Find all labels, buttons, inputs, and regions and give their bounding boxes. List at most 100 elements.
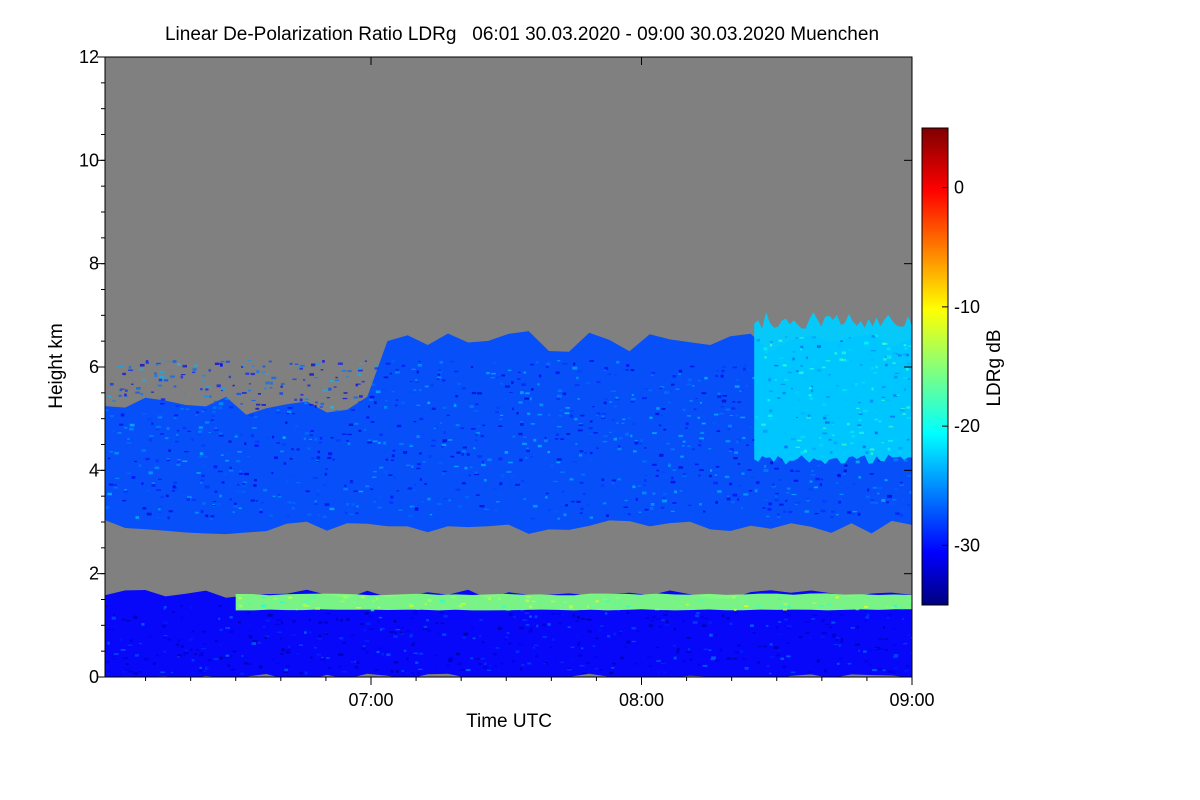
- feature-speckle: [219, 432, 223, 436]
- feature-speckle: [662, 496, 666, 500]
- feature-speckle: [524, 457, 528, 459]
- feature-speckle: [244, 662, 249, 665]
- feature-speckle: [212, 501, 217, 503]
- feature-cirrus-plume: [754, 312, 912, 465]
- feature-speckle: [501, 374, 505, 377]
- feature-speckle: [424, 385, 429, 388]
- feature-speckle: [495, 411, 499, 414]
- feature-speckle: [648, 516, 652, 518]
- feature-speckle: [892, 628, 898, 630]
- feature-speckle: [454, 370, 459, 373]
- feature-speckle: [615, 396, 619, 400]
- feature-speckle: [133, 616, 138, 619]
- feature-speckle: [841, 443, 847, 446]
- feature-speckle: [519, 597, 523, 600]
- feature-speckle: [205, 421, 210, 424]
- feature-speckle: [427, 629, 432, 632]
- feature-speckle: [860, 364, 863, 366]
- feature-speckle: [571, 659, 574, 663]
- feature-speckle: [399, 633, 404, 636]
- feature-speckle: [494, 664, 497, 668]
- y-tick-label: 4: [89, 460, 99, 480]
- feature-speckle: [692, 385, 695, 387]
- feature-speckle: [578, 453, 583, 457]
- feature-speckle: [517, 378, 521, 381]
- feature-speckle: [859, 431, 864, 434]
- feature-speckle: [848, 349, 853, 351]
- feature-speckle: [167, 516, 170, 520]
- feature-speckle: [854, 383, 858, 386]
- feature-speckle: [843, 469, 847, 473]
- feature-speckle: [536, 624, 539, 628]
- feature-speckle: [569, 477, 574, 479]
- feature-speckle: [292, 620, 296, 623]
- feature-speckle: [579, 512, 583, 514]
- feature-speckle: [200, 482, 203, 484]
- feature-speckle: [601, 415, 605, 418]
- feature-speckle: [180, 408, 184, 410]
- feature-speckle: [413, 652, 418, 655]
- feature-speckle: [113, 487, 118, 489]
- feature-speckle: [658, 424, 662, 427]
- feature-speckle: [309, 630, 312, 634]
- feature-speckle: [768, 417, 774, 421]
- feature-speckle: [787, 605, 791, 608]
- feature-speckle: [604, 398, 609, 400]
- feature-speckle: [247, 359, 252, 361]
- feature-speckle: [850, 642, 853, 645]
- feature-speckle: [352, 601, 357, 604]
- feature-speckle: [869, 473, 874, 475]
- feature-speckle: [340, 471, 344, 474]
- feature-speckle: [535, 361, 539, 364]
- feature-speckle: [304, 600, 309, 604]
- feature-speckle: [365, 651, 369, 654]
- feature-speckle: [589, 359, 594, 362]
- feature-speckle: [146, 512, 152, 516]
- feature-speckle: [481, 657, 485, 659]
- feature-speckle: [855, 643, 860, 646]
- feature-speckle: [377, 647, 382, 649]
- feature-speckle: [155, 459, 159, 463]
- feature-speckle: [606, 514, 609, 518]
- feature-speckle: [666, 620, 669, 624]
- feature-speckle: [314, 377, 319, 379]
- feature-speckle: [828, 438, 832, 441]
- feature-speckle: [804, 621, 810, 623]
- feature-speckle: [689, 400, 693, 402]
- feature-speckle: [253, 484, 257, 487]
- feature-speckle: [214, 640, 218, 642]
- feature-speckle: [620, 656, 624, 660]
- feature-speckle: [768, 390, 774, 393]
- feature-speckle: [657, 670, 661, 674]
- feature-speckle: [466, 453, 470, 456]
- feature-speckle: [247, 611, 251, 614]
- feature-speckle: [906, 438, 910, 441]
- feature-speckle: [273, 456, 278, 460]
- feature-speckle: [715, 374, 719, 378]
- feature-speckle: [871, 387, 874, 391]
- feature-speckle: [584, 667, 587, 669]
- feature-speckle: [704, 376, 708, 380]
- feature-speckle: [839, 358, 843, 361]
- feature-speckle: [714, 634, 717, 637]
- feature-speckle: [744, 666, 749, 670]
- feature-speckle: [367, 597, 373, 599]
- feature-speckle: [875, 365, 878, 369]
- feature-speckle: [903, 460, 908, 462]
- feature-speckle: [589, 516, 594, 519]
- feature-speckle: [159, 631, 162, 634]
- feature-speckle: [335, 439, 341, 442]
- feature-speckle: [837, 344, 841, 348]
- feature-speckle: [502, 397, 507, 400]
- feature-speckle: [475, 494, 480, 496]
- feature-speckle: [863, 409, 868, 413]
- feature-speckle: [779, 503, 784, 506]
- feature-speckle: [631, 398, 636, 401]
- feature-speckle: [871, 335, 876, 338]
- feature-speckle: [238, 621, 241, 624]
- feature-speckle: [533, 646, 536, 649]
- feature-speckle: [442, 406, 447, 410]
- feature-speckle: [731, 407, 736, 410]
- feature-speckle: [172, 611, 175, 614]
- feature-speckle: [765, 625, 769, 627]
